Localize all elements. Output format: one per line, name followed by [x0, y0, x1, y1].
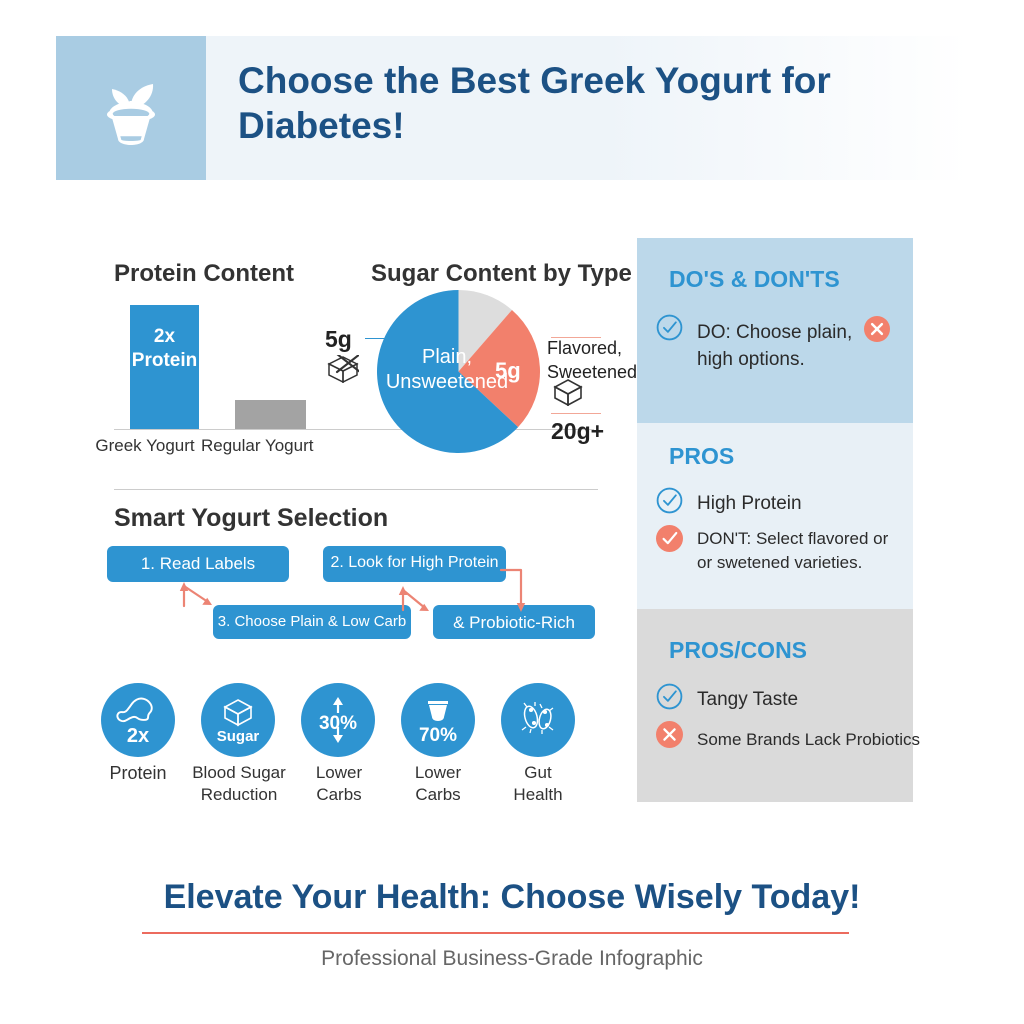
svg-text:30%: 30% [319, 713, 357, 734]
svg-text:70%: 70% [419, 725, 457, 746]
svg-text:Sugar: Sugar [217, 728, 260, 745]
svg-text:2x: 2x [127, 725, 149, 747]
